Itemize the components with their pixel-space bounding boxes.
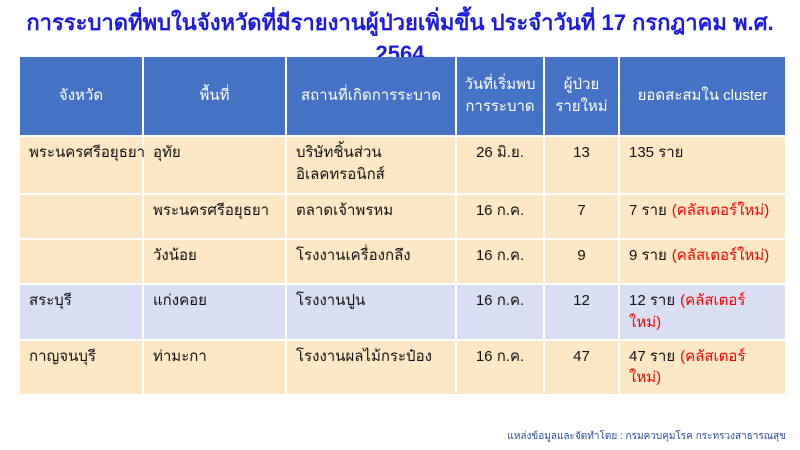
column-header-start-date: วันที่เริ่มพบ การระบาด xyxy=(457,57,543,135)
new-cluster-label: (คลัสเตอร์ใหม่) xyxy=(671,202,770,219)
column-header-cumulative: ยอดสะสมใน cluster xyxy=(620,57,785,135)
cell-new-cases: 13 xyxy=(545,137,618,193)
cumulative-count: 47 ราย xyxy=(629,347,676,365)
outbreak-table: จังหวัด พื้นที่ สถานที่เกิดการระบาด วันท… xyxy=(18,55,787,396)
cell-province xyxy=(20,240,142,283)
cell-province: พระนครศรีอยุธยา xyxy=(20,137,145,193)
table-row: พระนครศรีอยุธยา อุทัย บริษัทชิ้นส่วน อิเ… xyxy=(20,137,785,193)
new-cluster-label: (คลัสเตอร์ใหม่) xyxy=(671,247,770,264)
footer-credit: แหล่งข้อมูลและจัดทำโดย : กรมควบคุมโรค กร… xyxy=(507,431,786,442)
cell-cumulative: 7 ราย (คลัสเตอร์ใหม่) xyxy=(620,195,785,238)
cell-date: 16 ก.ค. xyxy=(457,195,543,238)
column-header-new-cases: ผู้ป่วย รายใหม่ xyxy=(545,57,618,135)
cell-date: 16 ก.ค. xyxy=(457,340,543,394)
cell-location: บริษัทชิ้นส่วน อิเลคทรอนิกส์ xyxy=(287,137,455,193)
header-row: จังหวัด พื้นที่ สถานที่เกิดการระบาด วันท… xyxy=(20,57,785,135)
cumulative-count: 7 ราย xyxy=(629,202,667,219)
cell-date: 16 ก.ค. xyxy=(457,285,543,339)
cumulative-count: 135 ราย xyxy=(629,144,684,161)
cell-cumulative: 12 ราย (คลัสเตอร์ใหม่) xyxy=(620,285,785,339)
cell-new-cases: 47 xyxy=(545,340,618,394)
cell-area: วังน้อย xyxy=(144,240,285,283)
cell-province xyxy=(20,195,142,238)
cell-new-cases: 12 xyxy=(545,285,618,339)
cell-cumulative: 47 ราย (คลัสเตอร์ใหม่) xyxy=(620,340,785,394)
new-cluster-label: (คลัสเตอร์ใหม่) xyxy=(629,292,746,331)
cell-new-cases: 7 xyxy=(545,195,618,238)
cell-location: โรงงานผลไม้กระป๋อง xyxy=(287,340,455,394)
cell-cumulative: 135 ราย xyxy=(620,137,785,193)
cell-location: โรงงานปูน xyxy=(287,285,455,339)
table-row: กาญจนบุรี ท่ามะกา โรงงานผลไม้กระป๋อง 16 … xyxy=(20,340,785,394)
cell-location: ตลาดเจ้าพรหม xyxy=(287,195,455,238)
table-row: สระบุรี แก่งคอย โรงงานปูน 16 ก.ค. 12 12 … xyxy=(20,285,785,339)
cell-area: ท่ามะกา xyxy=(144,340,285,394)
table-row: วังน้อย โรงงานเครื่องกลึง 16 ก.ค. 9 9 รา… xyxy=(20,240,785,283)
column-header-province: จังหวัด xyxy=(20,57,142,135)
column-header-area: พื้นที่ xyxy=(144,57,285,135)
column-header-location: สถานที่เกิดการระบาด xyxy=(287,57,455,135)
page-title: การระบาดที่พบในจังหวัดที่มีรายงานผู้ป่วย… xyxy=(26,10,774,66)
cell-date: 26 มิ.ย. xyxy=(457,137,543,193)
cell-area: พระนครศรีอยุธยา xyxy=(144,195,285,238)
cell-new-cases: 9 xyxy=(545,240,618,283)
cell-cumulative: 9 ราย (คลัสเตอร์ใหม่) xyxy=(620,240,785,283)
cumulative-count: 9 ราย xyxy=(629,247,667,264)
cell-province: สระบุรี xyxy=(20,285,142,339)
cell-date: 16 ก.ค. xyxy=(457,240,543,283)
cell-area: แก่งคอย xyxy=(144,285,285,339)
cell-province: กาญจนบุรี xyxy=(20,340,142,394)
cumulative-count: 12 ราย xyxy=(629,292,676,309)
new-cluster-label: (คลัสเตอร์ใหม่) xyxy=(629,347,746,387)
table-row: พระนครศรีอยุธยา ตลาดเจ้าพรหม 16 ก.ค. 7 7… xyxy=(20,195,785,238)
cell-area: อุทัย xyxy=(144,137,285,193)
cell-location: โรงงานเครื่องกลึง xyxy=(287,240,455,283)
